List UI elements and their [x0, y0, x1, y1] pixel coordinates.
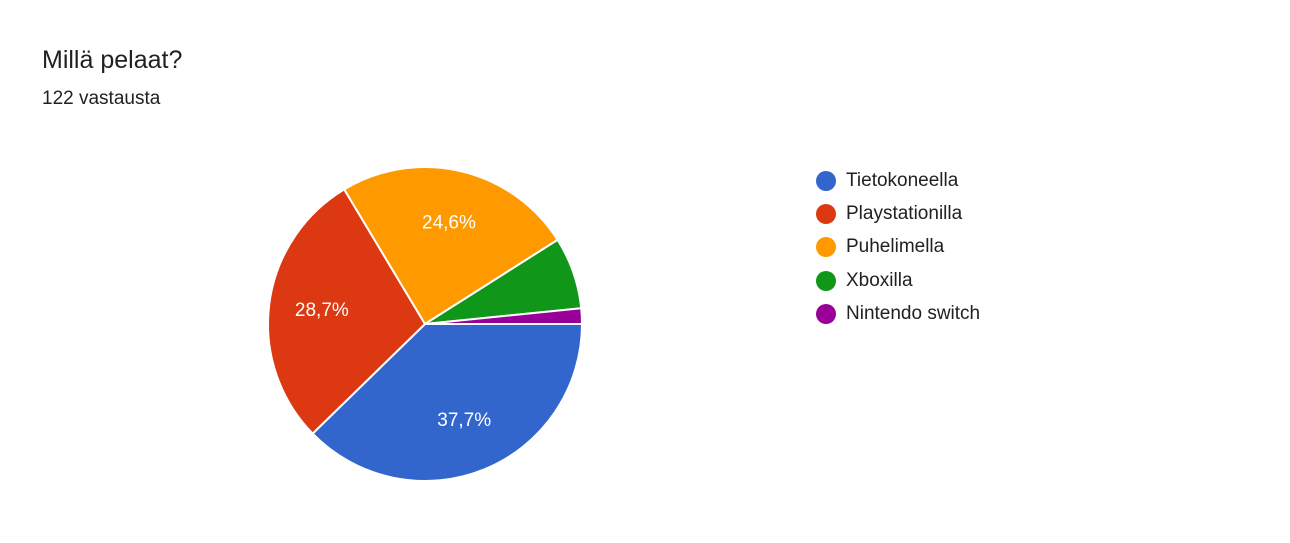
legend-item-xboxilla[interactable]: Xboxilla: [816, 264, 980, 297]
pie-slices: [267, 166, 584, 482]
slice-label-playstationilla: 28,7%: [295, 300, 349, 321]
legend-item-nintendo-switch[interactable]: Nintendo switch: [816, 298, 980, 331]
legend-label: Playstationilla: [846, 203, 963, 225]
chart-title: Millä pelaat?: [42, 46, 183, 74]
pie-slice-nintendo-switch[interactable]: [424, 307, 584, 325]
legend-color-dot-icon: [816, 304, 836, 325]
legend-label: Tietokoneella: [846, 169, 959, 191]
response-count: 122 vastausta: [42, 88, 161, 109]
legend-label: Xboxilla: [846, 269, 913, 291]
legend-color-dot-icon: [816, 270, 836, 291]
legend-color-dot-icon: [816, 204, 836, 225]
pie-slice-playstationilla[interactable]: [267, 188, 426, 435]
slice-label-tietokoneella: 37,7%: [437, 410, 491, 431]
chart-legend: Tietokoneella Playstationilla Puhelimella X…: [816, 164, 980, 331]
pie-slice-tietokoneella[interactable]: [311, 323, 583, 482]
slice-label-puhelimella: 24,6%: [422, 212, 476, 233]
legend-item-puhelimella[interactable]: Puhelimella: [816, 231, 980, 264]
legend-label: Nintendo switch: [846, 303, 981, 325]
legend-label: Puhelimella: [846, 236, 945, 258]
legend-item-playstationilla[interactable]: Playstationilla: [816, 197, 980, 230]
pie-slice-puhelimella[interactable]: [343, 166, 559, 325]
legend-item-tietokoneella[interactable]: Tietokoneella: [816, 164, 980, 197]
legend-color-dot-icon: [816, 170, 836, 191]
legend-color-dot-icon: [816, 237, 836, 258]
pie-slice-labels: 37,7% 28,7% 24,6%: [295, 212, 491, 431]
